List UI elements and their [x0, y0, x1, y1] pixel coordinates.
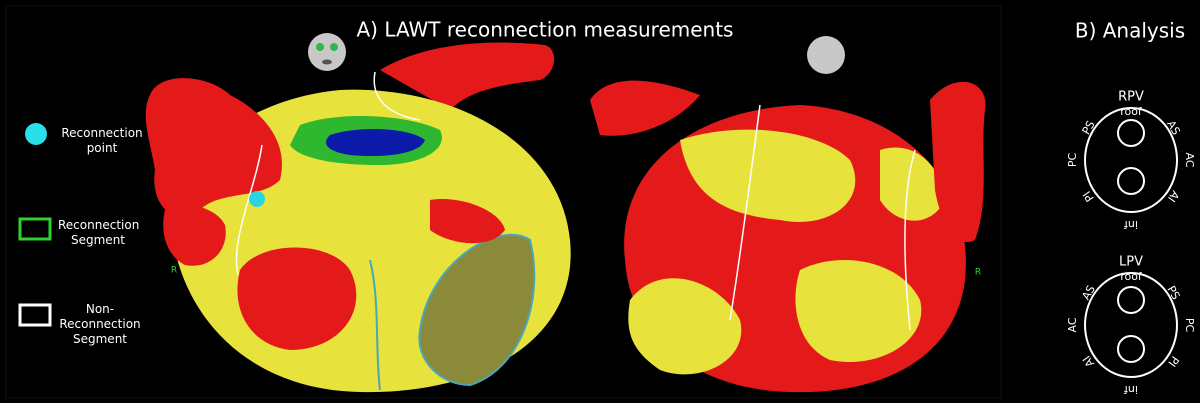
reconnection-point	[249, 191, 265, 207]
legend-reconnection-symbol	[20, 219, 50, 239]
legend-nonreconnection-symbol	[20, 305, 50, 325]
figure: A) LAWT reconnection measurements B) Ana…	[0, 0, 1200, 403]
diagram-label: RPV	[1118, 90, 1144, 105]
panel-a-title: A) LAWT reconnection measurements	[357, 18, 734, 42]
diagram-label: PS	[1080, 119, 1098, 137]
orientation-label: R	[171, 266, 177, 276]
back-view-icon	[807, 36, 845, 74]
diagram-label: roof	[1120, 105, 1143, 118]
legend-label: Reconnection Segment	[58, 218, 138, 248]
legend-label: Reconnection point	[60, 126, 144, 156]
diagram-label: LPV	[1119, 255, 1143, 270]
front-view-icon	[308, 33, 346, 71]
diagram-label: PS	[1164, 284, 1182, 302]
diagram-label: AC	[1183, 152, 1196, 167]
diagram-label: PC	[1066, 153, 1079, 168]
diagram-label: AS	[1079, 283, 1098, 302]
legend-label: Non-Reconnection Segment	[50, 302, 150, 347]
diagram-label: AS	[1164, 118, 1183, 137]
right-heart-render	[590, 81, 985, 393]
diagram-label: roof	[1120, 270, 1143, 283]
canvas: A) LAWT reconnection measurements B) Ana…	[0, 0, 1200, 403]
diagram-label: PC	[1183, 318, 1196, 333]
legend-point-symbol	[25, 123, 47, 145]
diagram-label: inf	[1123, 383, 1138, 396]
orientation-label: R	[975, 268, 981, 278]
diagram-label: inf	[1123, 218, 1138, 231]
diagram-label: AC	[1066, 317, 1079, 332]
panel-b-title: B) Analysis	[1075, 19, 1185, 43]
left-heart-render	[146, 43, 571, 393]
